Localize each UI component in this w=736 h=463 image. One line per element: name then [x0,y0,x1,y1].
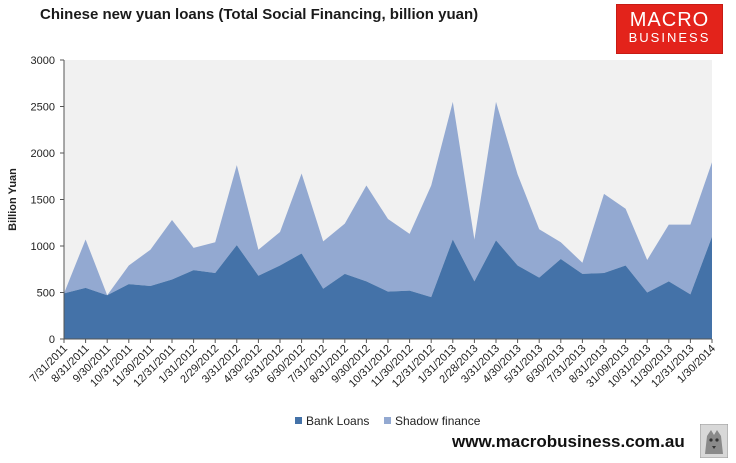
logo-line2: BUSINESS [628,30,711,45]
legend-label: Bank Loans [306,414,369,428]
y-tick-label: 0 [49,334,55,346]
legend-swatch [295,417,302,424]
y-tick-label: 1500 [31,195,55,207]
logo-line1: MACRO [629,9,710,31]
macrobusiness-logo: MACRO BUSINESS [616,4,723,54]
series-shadow-finance-area [64,101,712,298]
wolf-icon [700,424,728,458]
series-bank-loans-area [64,236,712,339]
y-axis-title: Billion Yuan [7,168,19,231]
legend-label: Shadow finance [395,414,481,428]
chart-title: Chinese new yuan loans (Total Social Fin… [40,6,479,23]
y-tick-label: 2500 [31,102,55,114]
y-tick-label: 1000 [31,241,55,253]
y-tick-label: 500 [37,288,55,300]
y-tick-label: 2000 [31,148,55,160]
website-url: www.macrobusiness.com.au [452,432,685,451]
y-tick-label: 3000 [31,55,55,67]
legend-swatch [384,417,391,424]
